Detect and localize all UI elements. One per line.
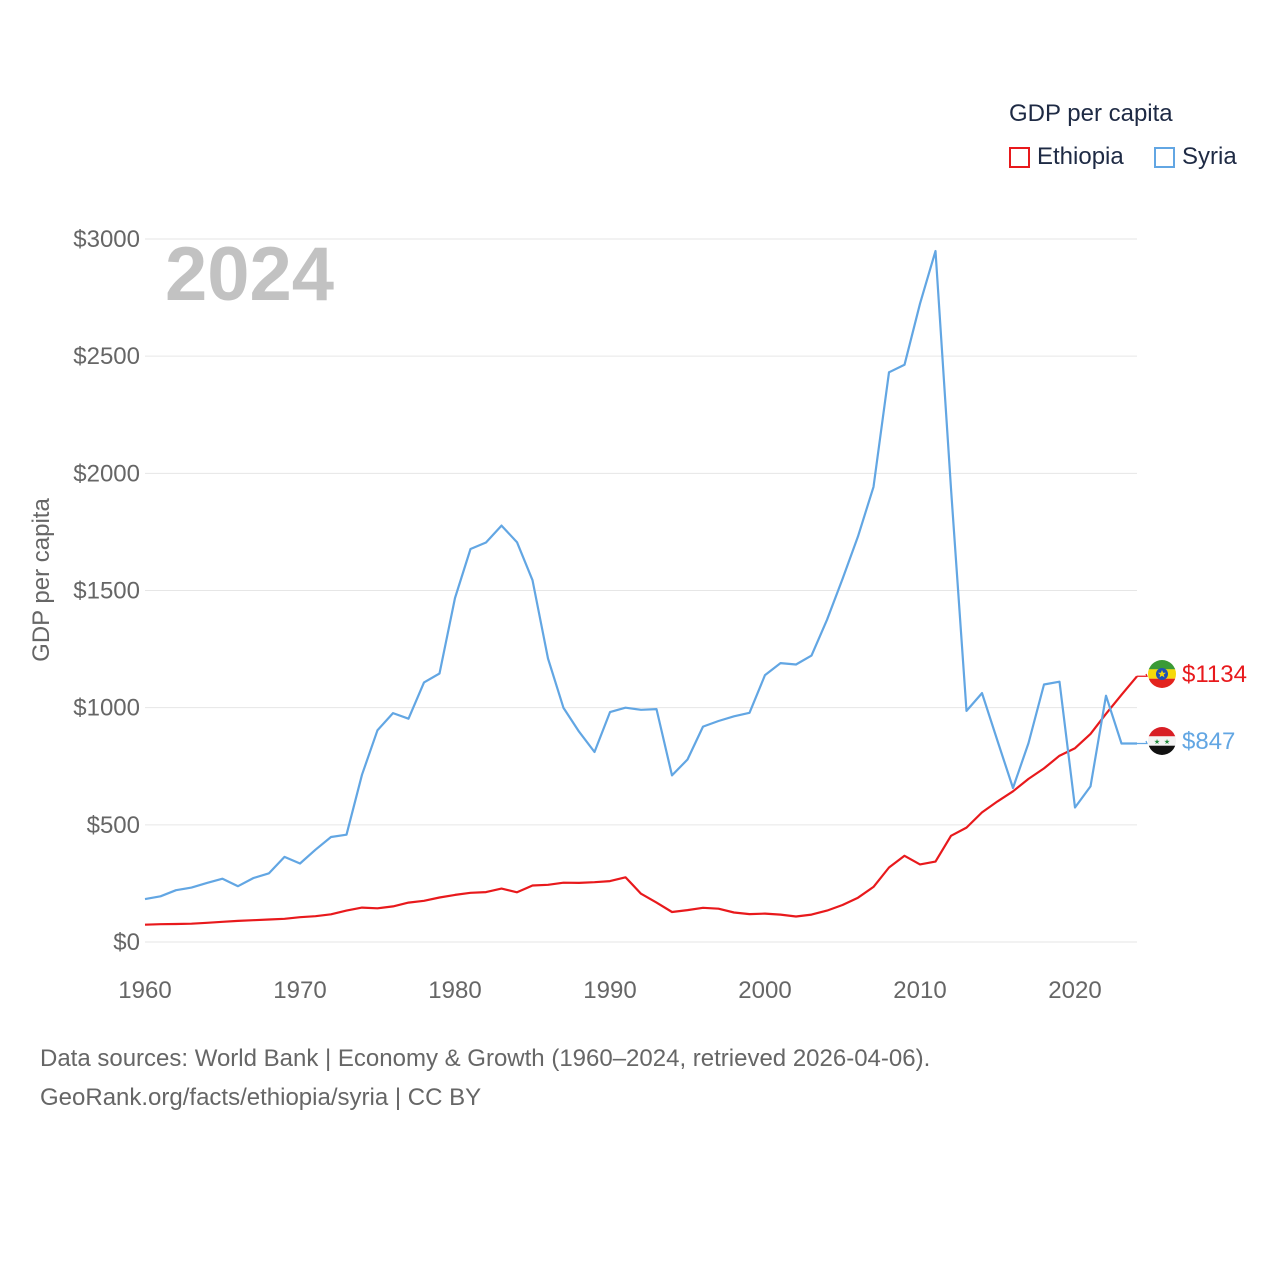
x-tick-label: 1990 xyxy=(583,977,636,1004)
syria-end-value: $847 xyxy=(1182,728,1235,755)
y-tick-label: $1000 xyxy=(73,695,140,722)
end-connector xyxy=(1137,673,1148,677)
series-lines xyxy=(144,249,1138,926)
y-tick-label: $0 xyxy=(113,929,140,956)
legend-item-syria[interactable]: Syria xyxy=(1154,143,1237,171)
footer-sources: Data sources: World Bank | Economy & Gro… xyxy=(40,1045,931,1072)
year-watermark: 2024 xyxy=(165,232,334,317)
x-tick-label: 2000 xyxy=(738,977,791,1004)
legend-label-syria: Syria xyxy=(1182,143,1237,170)
y-tick-label: $500 xyxy=(87,812,140,839)
ethiopia-flag-icon xyxy=(1148,660,1176,688)
x-axis-ticks: 1960 1970 1980 1990 2000 2010 2020 xyxy=(118,977,1101,1004)
y-tick-label: $2500 xyxy=(73,343,140,370)
x-tick-label: 2020 xyxy=(1048,977,1101,1004)
svg-text:★: ★ xyxy=(1154,738,1160,746)
x-tick-label: 1960 xyxy=(118,977,171,1004)
y-axis-label: GDP per capita xyxy=(28,498,55,662)
x-tick-label: 2010 xyxy=(893,977,946,1004)
legend-item-ethiopia[interactable]: Ethiopia xyxy=(1009,143,1124,171)
y-tick-label: $3000 xyxy=(73,226,140,253)
end-connector xyxy=(1137,740,1148,745)
y-tick-label: $1500 xyxy=(73,578,140,605)
syria-series-line xyxy=(144,249,1137,901)
ethiopia-end-value: $1134 xyxy=(1182,661,1247,688)
svg-text:★: ★ xyxy=(1164,738,1170,746)
series-end-markers: ★ ★ $1134 $847 xyxy=(1137,660,1247,755)
x-tick-label: 1980 xyxy=(428,977,481,1004)
y-axis-ticks: $0 $500 $1000 $1500 $2000 $2500 $3000 xyxy=(73,226,140,956)
grid-lines xyxy=(145,238,1137,943)
legend-title: GDP per capita xyxy=(1009,100,1173,127)
syria-legend-swatch xyxy=(1154,146,1175,168)
footer-attribution[interactable]: GeoRank.org/facts/ethiopia/syria | CC BY xyxy=(40,1084,482,1111)
x-tick-label: 1970 xyxy=(273,977,326,1004)
syria-flag-icon: ★ ★ xyxy=(1148,727,1176,755)
ethiopia-series-line xyxy=(144,675,1138,926)
ethiopia-legend-swatch xyxy=(1009,146,1030,168)
y-tick-label: $2000 xyxy=(73,460,140,487)
legend-label-ethiopia: Ethiopia xyxy=(1037,143,1124,170)
